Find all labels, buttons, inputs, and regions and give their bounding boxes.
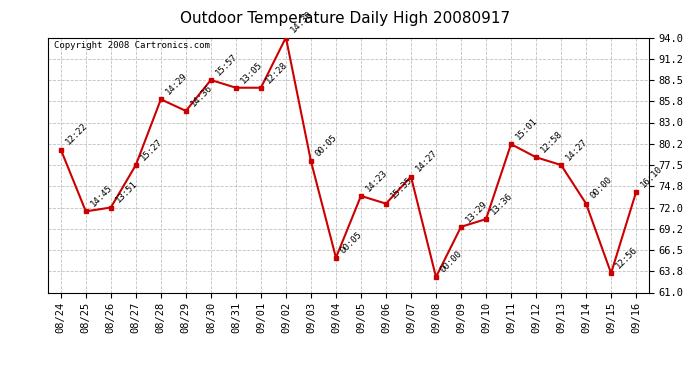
Text: 12:56: 12:56 (614, 245, 639, 270)
Text: 14:36: 14:36 (188, 83, 214, 108)
Text: 00:00: 00:00 (589, 176, 614, 201)
Text: 15:01: 15:01 (514, 116, 539, 141)
Text: 15:35: 15:35 (388, 176, 414, 201)
Text: 15:27: 15:27 (139, 137, 164, 162)
Text: 00:05: 00:05 (314, 133, 339, 158)
Text: 13:29: 13:29 (464, 199, 489, 224)
Text: 13:36: 13:36 (489, 191, 514, 216)
Text: 13:05: 13:05 (239, 60, 264, 85)
Text: 14:45: 14:45 (88, 183, 114, 209)
Text: 00:05: 00:05 (339, 230, 364, 255)
Text: 13:51: 13:51 (114, 179, 139, 205)
Text: 14:23: 14:23 (364, 168, 389, 193)
Text: Copyright 2008 Cartronics.com: Copyright 2008 Cartronics.com (55, 41, 210, 50)
Text: 14:39: 14:39 (288, 9, 314, 35)
Text: Outdoor Temperature Daily High 20080917: Outdoor Temperature Daily High 20080917 (180, 11, 510, 26)
Text: 14:27: 14:27 (564, 137, 589, 162)
Text: 14:29: 14:29 (164, 71, 189, 96)
Text: 12:28: 12:28 (264, 60, 289, 85)
Text: 00:00: 00:00 (439, 249, 464, 274)
Text: 12:22: 12:22 (63, 122, 89, 147)
Text: 12:58: 12:58 (539, 129, 564, 154)
Text: 16:10: 16:10 (639, 164, 664, 189)
Text: 15:57: 15:57 (214, 52, 239, 77)
Text: 14:27: 14:27 (414, 148, 439, 174)
